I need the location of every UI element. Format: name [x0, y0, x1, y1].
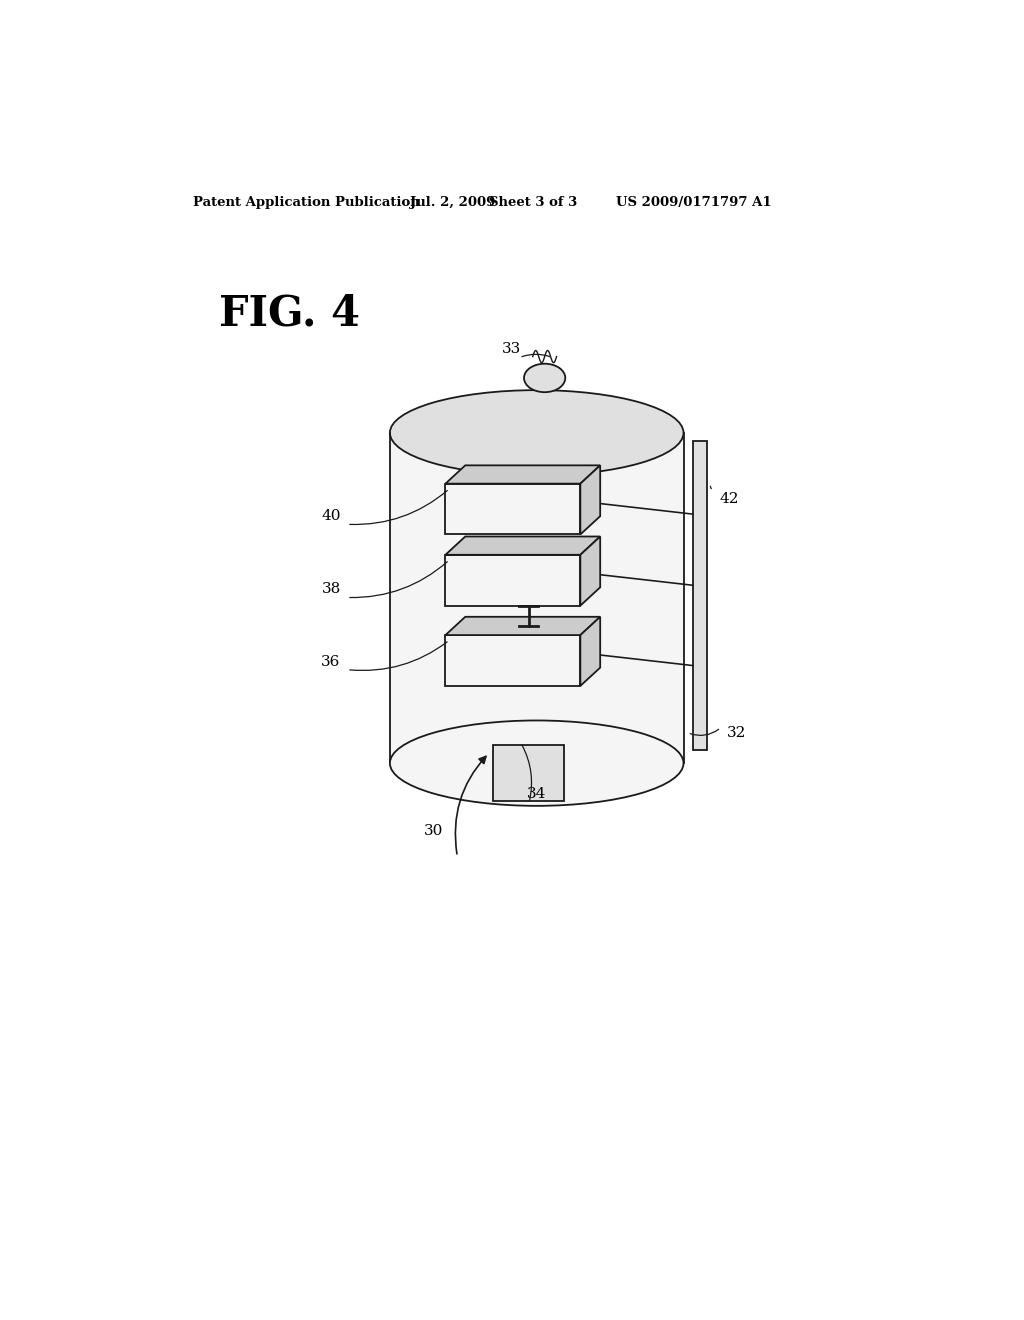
Text: 42: 42: [719, 492, 738, 506]
Text: FIG. 4: FIG. 4: [219, 293, 360, 334]
Polygon shape: [581, 466, 600, 535]
Polygon shape: [581, 536, 600, 606]
Text: Patent Application Publication: Patent Application Publication: [194, 195, 420, 209]
Polygon shape: [581, 616, 600, 686]
Polygon shape: [445, 635, 581, 686]
Text: US 2009/0171797 A1: US 2009/0171797 A1: [616, 195, 772, 209]
Polygon shape: [390, 433, 684, 763]
Text: 30: 30: [424, 824, 443, 838]
Polygon shape: [445, 466, 600, 483]
Text: Jul. 2, 2009: Jul. 2, 2009: [410, 195, 495, 209]
Polygon shape: [494, 746, 564, 801]
Polygon shape: [445, 483, 581, 535]
Ellipse shape: [524, 364, 565, 392]
Ellipse shape: [390, 721, 684, 805]
Text: 38: 38: [322, 582, 341, 597]
Text: 40: 40: [322, 510, 341, 523]
Text: 36: 36: [322, 655, 341, 668]
Polygon shape: [445, 554, 581, 606]
Text: Sheet 3 of 3: Sheet 3 of 3: [489, 195, 578, 209]
Text: 32: 32: [727, 726, 746, 739]
Polygon shape: [445, 536, 600, 554]
Text: 34: 34: [527, 787, 547, 801]
Ellipse shape: [390, 391, 684, 475]
Polygon shape: [445, 616, 600, 635]
Text: 33: 33: [502, 342, 521, 356]
Polygon shape: [693, 441, 708, 750]
